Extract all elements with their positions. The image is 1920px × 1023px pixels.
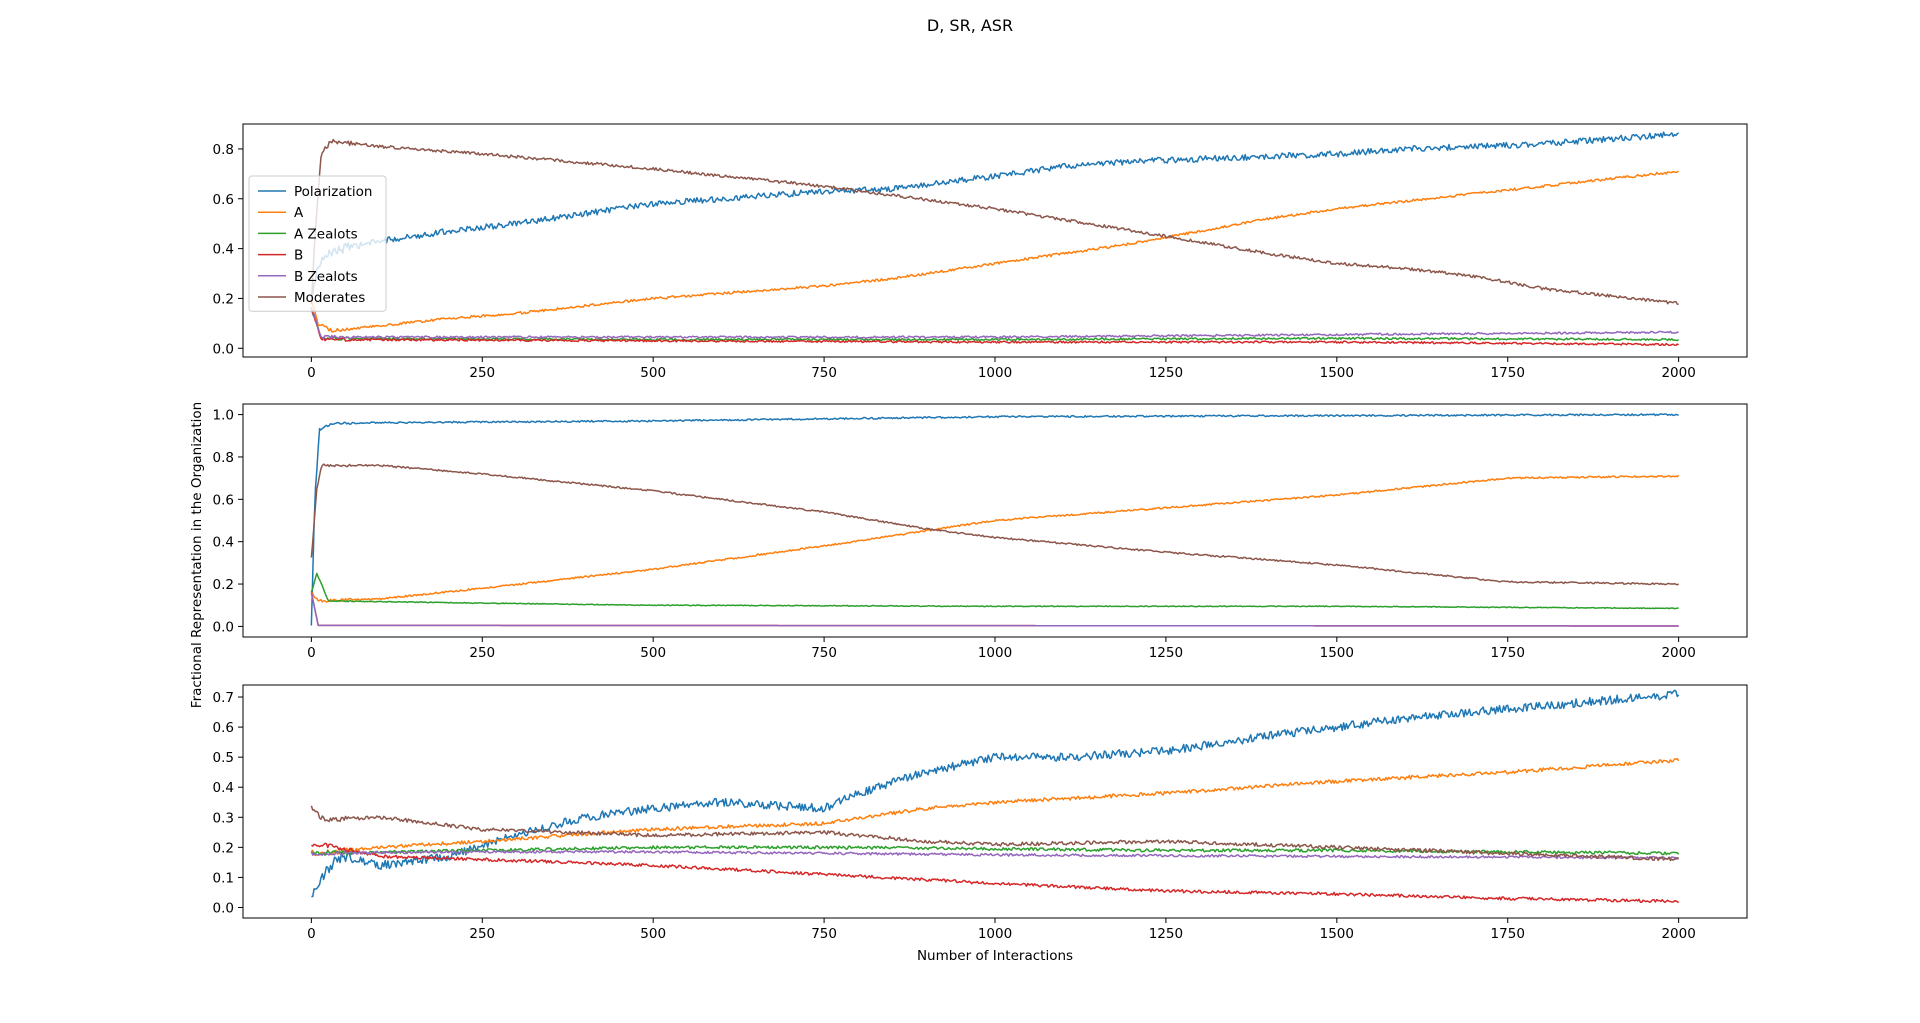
series-line-a bbox=[310, 474, 1680, 603]
x-tick-label: 1500 bbox=[1320, 926, 1354, 942]
x-tick-label: 500 bbox=[640, 926, 666, 942]
series-line-polarization bbox=[310, 131, 1680, 297]
x-tick-label: 1000 bbox=[978, 365, 1012, 381]
x-tick-label: 0 bbox=[307, 645, 316, 661]
y-tick-label: 0.4 bbox=[213, 242, 234, 258]
x-tick-label: 250 bbox=[469, 645, 495, 661]
x-tick-label: 1250 bbox=[1149, 365, 1183, 381]
x-tick-label: 1000 bbox=[978, 645, 1012, 661]
x-tick-label: 750 bbox=[811, 645, 837, 661]
series-line-polarization bbox=[310, 413, 1679, 626]
subplot-1: 0 250 500 750 1000 1250 1500 1750 2000 0.0 0.2 0.4 0… bbox=[213, 123, 1748, 381]
y-tick-label: 0.5 bbox=[213, 750, 234, 766]
y-tick-label: 0.2 bbox=[213, 577, 234, 593]
series-line-b bbox=[311, 842, 1680, 904]
x-tick-label: 500 bbox=[640, 365, 666, 381]
y-tick-label: 0.2 bbox=[213, 840, 234, 856]
series-line-b bbox=[310, 592, 1679, 627]
x-tick-label: 2000 bbox=[1661, 645, 1695, 661]
x-tick-label: 2000 bbox=[1661, 926, 1695, 942]
x-tick-label: 750 bbox=[811, 926, 837, 942]
figure-title: D, SR, ASR bbox=[927, 16, 1013, 35]
y-tick-label: 0.8 bbox=[213, 142, 234, 158]
y-tick-label: 0.1 bbox=[213, 870, 234, 886]
shared-y-axis-label: Fractional Representation in the Organiz… bbox=[189, 402, 205, 708]
x-tick-label: 1750 bbox=[1491, 645, 1525, 661]
legend-label-a: A bbox=[294, 205, 304, 221]
y-tick-label: 0.3 bbox=[213, 810, 234, 826]
subplots: 0 250 500 750 1000 1250 1500 1750 20000.00.20.40… bbox=[213, 123, 1748, 942]
y-tick-label: 0.7 bbox=[213, 690, 234, 706]
y-tick-label: 0.4 bbox=[213, 780, 234, 796]
x-tick-label: 1250 bbox=[1149, 926, 1183, 942]
series-lines bbox=[310, 413, 1680, 627]
legend-label-polarization: Polarization bbox=[294, 184, 372, 200]
y-tick-label: 0.6 bbox=[213, 192, 234, 208]
x-tick-label: 1750 bbox=[1491, 365, 1525, 381]
x-tick-label: 500 bbox=[640, 645, 666, 661]
x-tick-label: 1500 bbox=[1320, 365, 1354, 381]
series-line-moderates bbox=[310, 463, 1680, 586]
x-tick-label: 0 bbox=[307, 365, 316, 381]
legend-label-b-zealots: B Zealots bbox=[294, 269, 358, 285]
y-tick-label: 0.0 bbox=[213, 341, 234, 357]
x-tick-label: 750 bbox=[811, 365, 837, 381]
series-lines bbox=[310, 689, 1680, 904]
x-tick-label: 1000 bbox=[978, 926, 1012, 942]
series-line-a bbox=[311, 757, 1680, 857]
legend-label-b: B bbox=[294, 248, 303, 264]
y-tick-label: 0.4 bbox=[213, 535, 234, 551]
axes-frame bbox=[242, 123, 1748, 358]
y-tick-label: 0.6 bbox=[213, 720, 234, 736]
legend-label-a-zealots: A Zealots bbox=[294, 226, 358, 242]
x-tick-label: 1750 bbox=[1491, 926, 1525, 942]
x-tick-label: 0 bbox=[307, 926, 316, 942]
series-line-a bbox=[310, 170, 1680, 333]
series-line-b-zealots bbox=[310, 307, 1679, 340]
subplot-3: 0 250 500 750 1000 1250 1500 1750 2000 0.0 0.1 0.2 0… bbox=[213, 684, 1748, 942]
x-tick-label: 250 bbox=[469, 365, 495, 381]
y-tick-label: 0.8 bbox=[213, 450, 234, 466]
y-tick-label: 0.0 bbox=[213, 619, 234, 635]
series-line-b-zealots bbox=[310, 592, 1679, 627]
x-tick-label: 1250 bbox=[1149, 645, 1183, 661]
series-line-a-zealots bbox=[310, 572, 1679, 610]
series-line-b-zealots bbox=[310, 849, 1679, 860]
x-tick-label: 1500 bbox=[1320, 645, 1354, 661]
y-tick-label: 0.6 bbox=[213, 492, 234, 508]
series-lines bbox=[310, 131, 1680, 347]
subplot-2: 0 250 500 750 1000 1250 1500 1750 2000 0.0 0.2 0.4 0… bbox=[213, 403, 1748, 661]
y-tick-label: 0.2 bbox=[213, 291, 234, 307]
series-line-b bbox=[310, 307, 1679, 347]
legend-box bbox=[248, 175, 387, 312]
x-tick-label: 2000 bbox=[1661, 365, 1695, 381]
legend-label-moderates: Moderates bbox=[294, 290, 365, 306]
series-line-moderates bbox=[310, 138, 1679, 306]
series-line-polarization bbox=[311, 689, 1680, 898]
x-axis-label: Number of Interactions bbox=[917, 948, 1073, 964]
legend: Polarization A A Zealots B B Zealots Moderate… bbox=[248, 175, 387, 312]
y-tick-label: 0.0 bbox=[213, 900, 234, 916]
series-line-moderates bbox=[310, 805, 1679, 862]
x-tick-label: 250 bbox=[469, 926, 495, 942]
y-tick-label: 1.0 bbox=[213, 408, 234, 424]
